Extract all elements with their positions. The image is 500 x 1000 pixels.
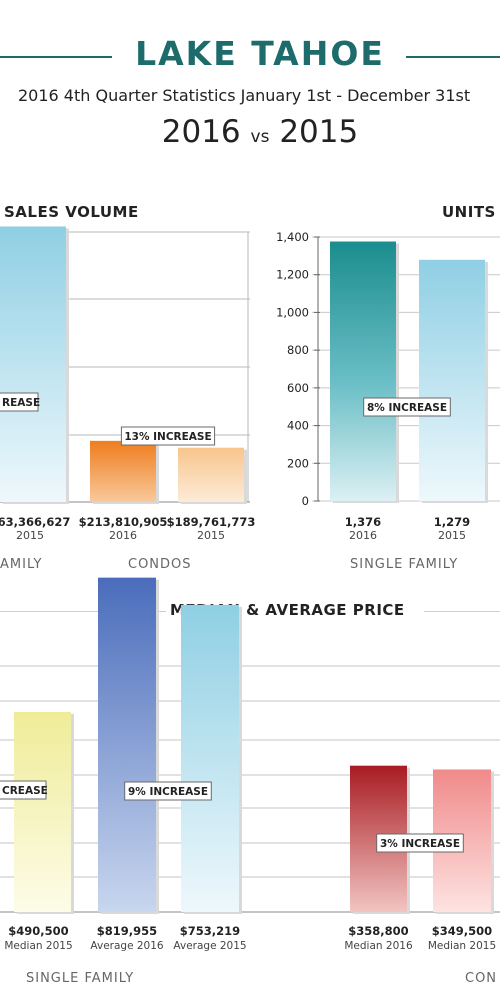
units-category: SINGLE FAMILY <box>350 557 459 572</box>
sales-bar-1-year: 2016 <box>109 529 137 542</box>
median-bar-3-label: Median 2016 <box>344 940 413 952</box>
units-bar-1 <box>419 259 485 501</box>
median-left-category: SINGLE FAMILY <box>26 971 135 986</box>
sales-bar-1-value: $213,810,905 <box>79 515 168 529</box>
median-left-increase-box <box>0 780 47 800</box>
sales-bar-2 <box>178 447 244 502</box>
median-bar-2-label: Average 2015 <box>173 940 246 952</box>
sales-condos-increase: 13% INCREASE <box>124 431 211 443</box>
median-right-category: CON <box>465 971 498 986</box>
median-bar-2 <box>181 604 239 912</box>
sales-bar-0-value: 963,366,627 <box>0 515 70 529</box>
sales-right-category: CONDOS <box>128 557 192 572</box>
median-bar-0 <box>14 711 71 912</box>
median-condo-increase: 3% INCREASE <box>380 838 460 850</box>
comparison-heading: 2016 vs 2015 <box>0 114 500 150</box>
median-bar-3-value: $358,800 <box>348 924 408 938</box>
comparison-right-year: 2015 <box>279 114 359 150</box>
units-tick-label-1: 200 <box>287 456 309 470</box>
units-bar-0-year: 2016 <box>349 529 377 542</box>
sales-left-category: AMILY <box>0 557 43 572</box>
median-average-increase-box <box>124 781 212 801</box>
units-increase-box <box>363 397 451 417</box>
sales-bar-2-value: $189,761,773 <box>167 515 256 529</box>
units-bar-1-year: 2015 <box>438 529 466 542</box>
units-bar-0-value: 1,376 <box>345 515 381 529</box>
sales-left-increase-box <box>0 392 39 412</box>
sales-volume-title: SALES VOLUME <box>4 203 139 221</box>
sales-bar-2-year: 2015 <box>197 529 225 542</box>
median-bar-1 <box>98 577 156 912</box>
units-bar-1-value: 1,279 <box>434 515 470 529</box>
units-tick-label-0: 0 <box>302 494 309 508</box>
median-bar-1-label: Average 2016 <box>90 940 163 952</box>
median-left-increase: CREASE <box>2 785 48 797</box>
page-title: LAKE TAHOE <box>135 34 385 73</box>
comparison-vs: vs <box>250 127 270 147</box>
median-bar-2-value: $753,219 <box>180 924 240 938</box>
sales-bar-0 <box>0 226 66 502</box>
comparison-left-year: 2016 <box>161 114 241 150</box>
median-bar-4-value: $349,500 <box>432 924 492 938</box>
sales-bar-0-year: 2015 <box>16 529 44 542</box>
median-bar-4-label: Median 2015 <box>428 940 496 952</box>
sales-condos-increase-box <box>120 426 216 446</box>
units-tick-label-2: 400 <box>287 419 309 433</box>
median-bar-0-label: Median 2015 <box>4 940 72 952</box>
sales-left-increase: REASE <box>2 397 40 409</box>
sales-bar-1 <box>90 440 156 502</box>
section-divider-right <box>424 611 500 612</box>
section-divider-left <box>0 611 166 612</box>
units-increase: 8% INCREASE <box>367 402 447 414</box>
median-bar-1-value: $819,955 <box>97 924 157 938</box>
units-tick-label-4: 800 <box>287 343 309 357</box>
units-tick-label-3: 600 <box>287 381 309 395</box>
units-tick-label-5: 1,000 <box>276 305 309 319</box>
title-rule-right <box>406 56 500 58</box>
units-title: UNITS <box>442 203 496 221</box>
title-rule-left <box>0 56 112 58</box>
units-tick-label-6: 1,200 <box>276 268 309 282</box>
median-condo-increase-box <box>376 833 464 853</box>
units-tick-label-7: 1,400 <box>276 230 309 244</box>
units-bar-0 <box>330 241 396 502</box>
median-bar-0-value: $490,500 <box>8 924 68 938</box>
page-subtitle: 2016 4th Quarter Statistics January 1st … <box>18 86 471 105</box>
median-average-increase: 9% INCREASE <box>128 786 208 798</box>
